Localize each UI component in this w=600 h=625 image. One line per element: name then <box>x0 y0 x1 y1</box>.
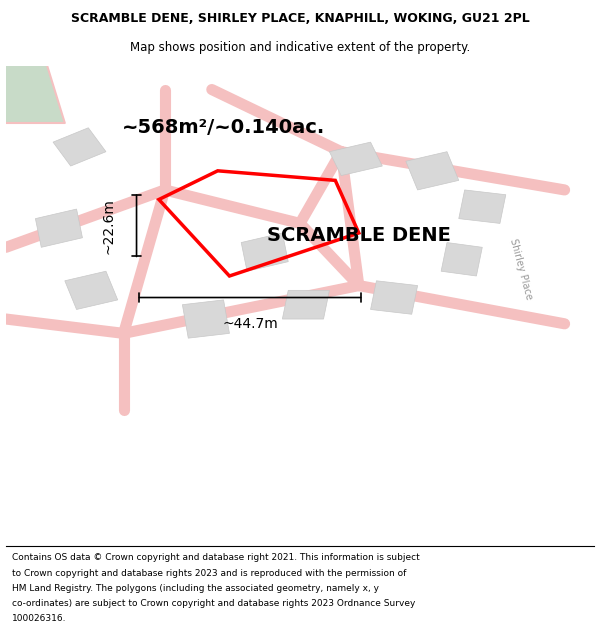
Text: Contains OS data © Crown copyright and database right 2021. This information is : Contains OS data © Crown copyright and d… <box>12 554 420 562</box>
Polygon shape <box>329 142 382 176</box>
Polygon shape <box>283 291 329 319</box>
Text: Shirley Place: Shirley Place <box>508 237 533 301</box>
Polygon shape <box>406 152 459 190</box>
Text: ~44.7m: ~44.7m <box>222 317 278 331</box>
Polygon shape <box>53 127 106 166</box>
Text: ~568m²/~0.140ac.: ~568m²/~0.140ac. <box>122 118 325 138</box>
Polygon shape <box>6 66 65 123</box>
Polygon shape <box>441 242 482 276</box>
Polygon shape <box>371 281 418 314</box>
Text: co-ordinates) are subject to Crown copyright and database rights 2023 Ordnance S: co-ordinates) are subject to Crown copyr… <box>12 599 415 608</box>
Polygon shape <box>65 271 118 309</box>
Polygon shape <box>459 190 506 223</box>
Text: 100026316.: 100026316. <box>12 614 67 622</box>
Text: HM Land Registry. The polygons (including the associated geometry, namely x, y: HM Land Registry. The polygons (includin… <box>12 584 379 592</box>
Text: to Crown copyright and database rights 2023 and is reproduced with the permissio: to Crown copyright and database rights 2… <box>12 569 406 578</box>
Text: SCRAMBLE DENE, SHIRLEY PLACE, KNAPHILL, WOKING, GU21 2PL: SCRAMBLE DENE, SHIRLEY PLACE, KNAPHILL, … <box>71 12 529 25</box>
Text: SCRAMBLE DENE: SCRAMBLE DENE <box>267 226 451 245</box>
Polygon shape <box>241 233 288 271</box>
Text: Map shows position and indicative extent of the property.: Map shows position and indicative extent… <box>130 41 470 54</box>
Polygon shape <box>35 209 82 248</box>
Polygon shape <box>182 300 229 338</box>
Text: ~22.6m: ~22.6m <box>101 198 115 254</box>
